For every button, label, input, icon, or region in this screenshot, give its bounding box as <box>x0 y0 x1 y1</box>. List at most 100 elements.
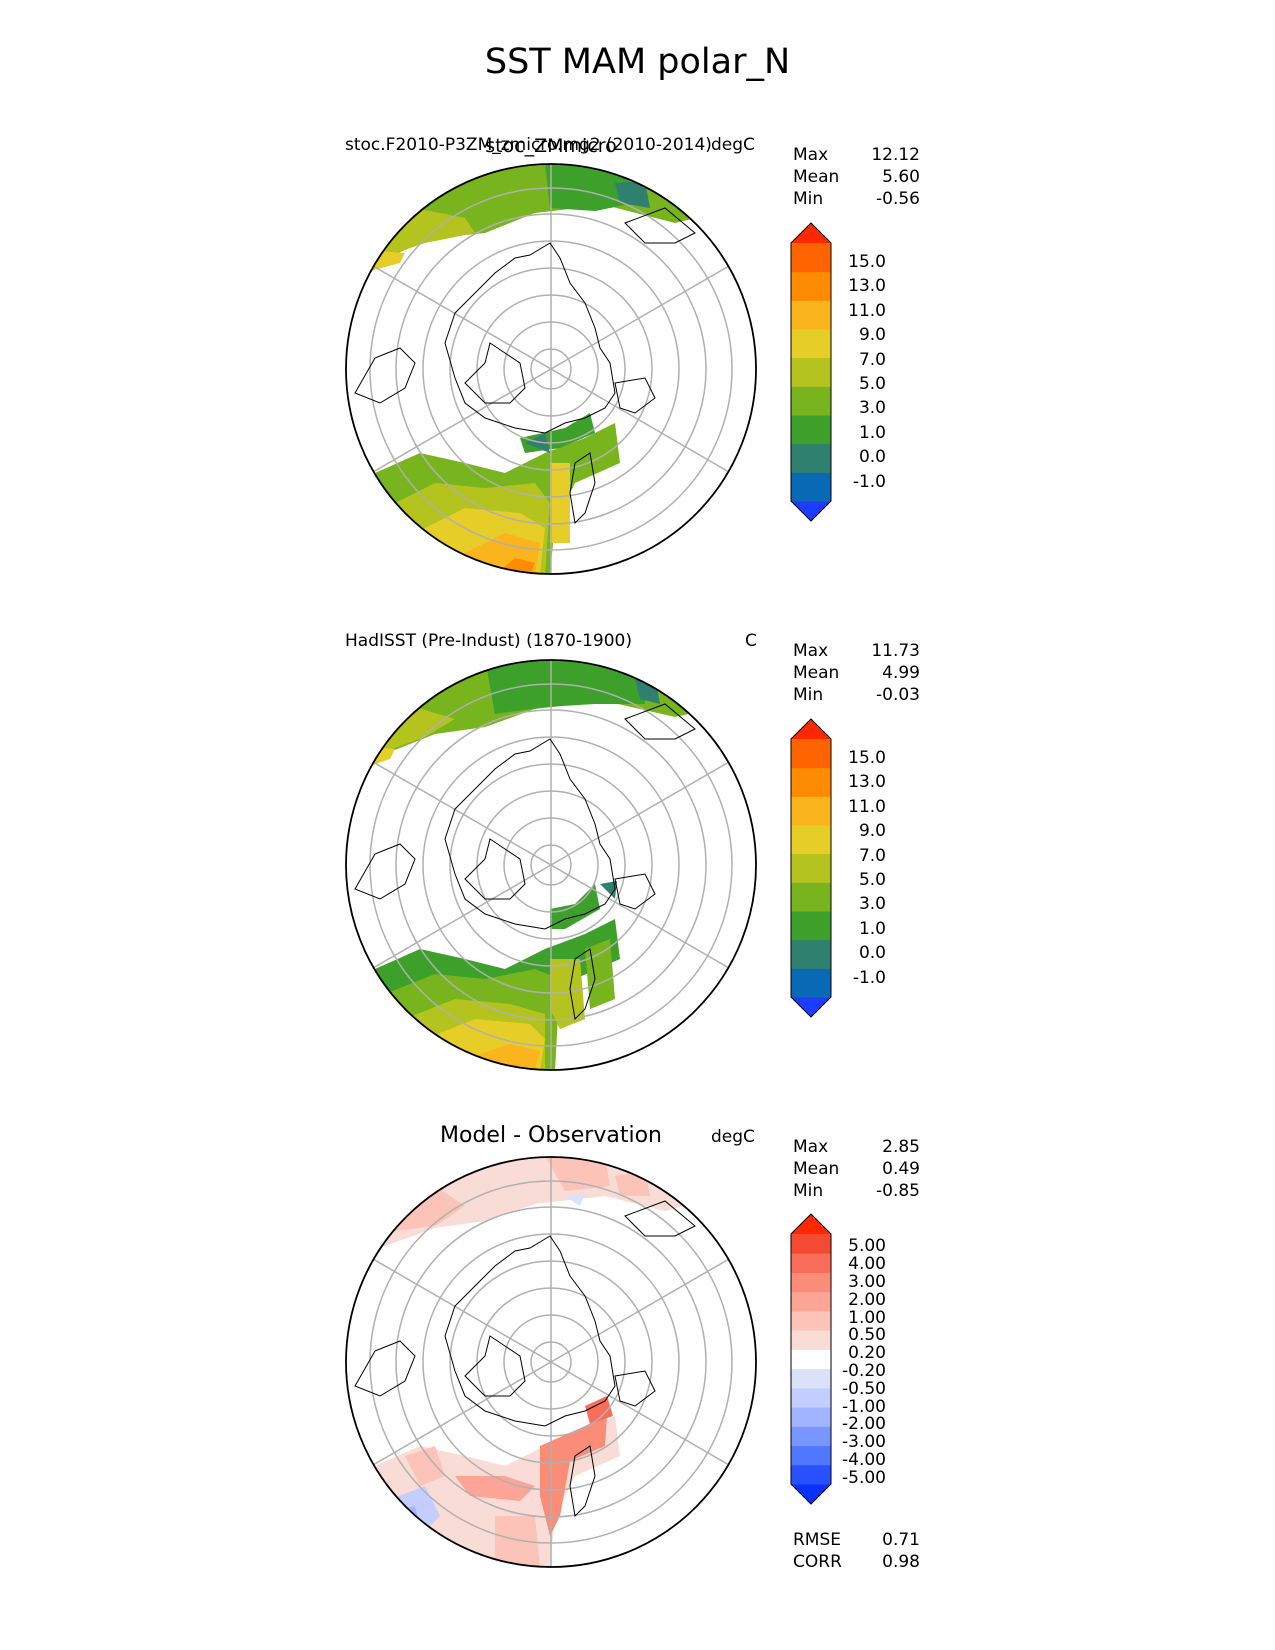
stat-max: Max 11.73 <box>793 641 920 661</box>
colorbar-segment <box>791 1445 831 1466</box>
panel-3-right-label: degC <box>711 1127 755 1147</box>
panel-1-stats: Max 12.12 Mean 5.60 Min -0.56 <box>793 144 920 210</box>
colorbar-tick: -0.20 <box>842 1361 886 1381</box>
colorbar-tick: -1.0 <box>852 472 886 492</box>
colorbar-segment <box>791 386 831 416</box>
panel-1-right-label: degC <box>711 135 755 155</box>
colorbar-tick: 0.0 <box>858 447 886 467</box>
colorbar-segment <box>791 443 831 473</box>
colorbar-segment <box>791 1484 831 1504</box>
colorbar-outline <box>790 1213 832 1505</box>
colorbar-tick: 3.00 <box>848 1272 886 1292</box>
colorbar-segment <box>791 1291 831 1312</box>
colorbar-tick: 9.0 <box>858 821 886 841</box>
colorbar-tick: 7.0 <box>858 846 886 866</box>
colorbar-segment <box>791 243 831 273</box>
colorbar-segment <box>791 1387 831 1408</box>
colorbar-segment <box>791 1330 831 1350</box>
colorbar-segment <box>791 767 831 797</box>
colorbar-tick: -2.00 <box>842 1414 886 1434</box>
stat-min: Min -0.03 <box>793 685 920 705</box>
colorbar-3 <box>790 1213 832 1505</box>
panel-1-left-label: stoc.F2010-P3ZM_zmicro.mg2 (2010-2014) <box>345 135 712 155</box>
polar-map-2 <box>345 659 757 1071</box>
panel-3-footer-stats: RMSE 0.71 CORR 0.98 <box>793 1529 920 1573</box>
colorbar-tick: 1.00 <box>848 1308 886 1328</box>
colorbar-tick: 0.50 <box>848 1325 886 1345</box>
colorbar-tick: 15.0 <box>848 252 886 272</box>
colorbar-segment <box>791 1310 831 1331</box>
colorbar-segment <box>791 1407 831 1427</box>
panel-3-stats: Max 2.85 Mean 0.49 Min -0.85 <box>793 1136 920 1202</box>
colorbar-tick: 4.00 <box>848 1254 886 1274</box>
colorbar-segment <box>791 271 831 301</box>
colorbar-segment <box>791 472 831 502</box>
polar-map-3 <box>345 1156 757 1568</box>
colorbar-segment <box>791 1214 831 1234</box>
stat-max: Max 2.85 <box>793 1137 920 1157</box>
colorbar-segment <box>791 882 831 912</box>
colorbar-segment <box>791 300 831 330</box>
colorbar-segment <box>791 1368 831 1389</box>
colorbar-segment <box>791 997 831 1017</box>
colorbar-segment <box>791 911 831 941</box>
colorbar-tick: 5.0 <box>858 870 886 890</box>
colorbar-outline <box>790 222 832 522</box>
colorbar-segment <box>791 796 831 826</box>
colorbar-segment <box>791 1272 831 1293</box>
colorbar-segment <box>791 223 831 243</box>
colorbar-outline <box>790 718 832 1018</box>
colorbar-tick: 5.0 <box>858 374 886 394</box>
colorbar-tick: 5.00 <box>848 1236 886 1256</box>
polar-map-1 <box>345 163 757 575</box>
colorbar-tick: -1.0 <box>852 968 886 988</box>
panel-3-center-label: Model - Observation <box>440 1123 662 1148</box>
colorbar-tick: 3.0 <box>858 894 886 914</box>
panel-2-left-label: HadISST (Pre-Indust) (1870-1900) <box>345 631 633 651</box>
stat-mean: Mean 0.49 <box>793 1159 920 1179</box>
colorbar-segment <box>791 415 831 445</box>
colorbar-2 <box>790 718 832 1018</box>
colorbar-1 <box>790 222 832 522</box>
colorbar-tick: -1.00 <box>842 1397 886 1417</box>
colorbar-segment <box>791 825 831 855</box>
colorbar-tick: 1.0 <box>858 423 886 443</box>
stat-max: Max 12.12 <box>793 145 920 165</box>
colorbar-tick: 13.0 <box>848 772 886 792</box>
colorbar-tick: -5.00 <box>842 1468 886 1488</box>
colorbar-segment <box>791 329 831 359</box>
stat-min: Min -0.56 <box>793 189 920 209</box>
colorbar-tick: 0.20 <box>848 1343 886 1363</box>
colorbar-segment <box>791 719 831 739</box>
colorbar-tick: 15.0 <box>848 748 886 768</box>
colorbar-tick: 9.0 <box>858 325 886 345</box>
colorbar-segment <box>791 1234 831 1254</box>
colorbar-tick: 7.0 <box>858 350 886 370</box>
stat-mean: Mean 5.60 <box>793 167 920 187</box>
colorbar-segment <box>791 968 831 998</box>
colorbar-segment <box>791 1426 831 1447</box>
colorbar-segment <box>791 1253 831 1273</box>
stat-min: Min -0.85 <box>793 1181 920 1201</box>
colorbar-tick: -3.00 <box>842 1432 886 1452</box>
colorbar-tick: -4.00 <box>842 1450 886 1470</box>
colorbar-tick: 2.00 <box>848 1290 886 1310</box>
figure-title: SST MAM polar_N <box>484 42 791 82</box>
colorbar-tick: 1.0 <box>858 919 886 939</box>
colorbar-segment <box>791 939 831 969</box>
colorbar-tick: 11.0 <box>848 301 886 321</box>
stat-mean: Mean 4.99 <box>793 663 920 683</box>
colorbar-segment <box>791 1349 831 1370</box>
stat-rmse: RMSE 0.71 <box>793 1530 920 1550</box>
panel-2-right-label: C <box>745 631 757 651</box>
colorbar-tick: 11.0 <box>848 797 886 817</box>
colorbar-segment <box>791 357 831 387</box>
colorbar-segment <box>791 1464 831 1485</box>
stat-corr: CORR 0.98 <box>793 1552 920 1572</box>
colorbar-tick: 0.0 <box>858 943 886 963</box>
colorbar-segment <box>791 501 831 521</box>
colorbar-tick: 13.0 <box>848 276 886 296</box>
panel-2-stats: Max 11.73 Mean 4.99 Min -0.03 <box>793 640 920 706</box>
panel-1-center-label: stoc_ZMmicro <box>485 135 617 157</box>
colorbar-segment <box>791 853 831 883</box>
